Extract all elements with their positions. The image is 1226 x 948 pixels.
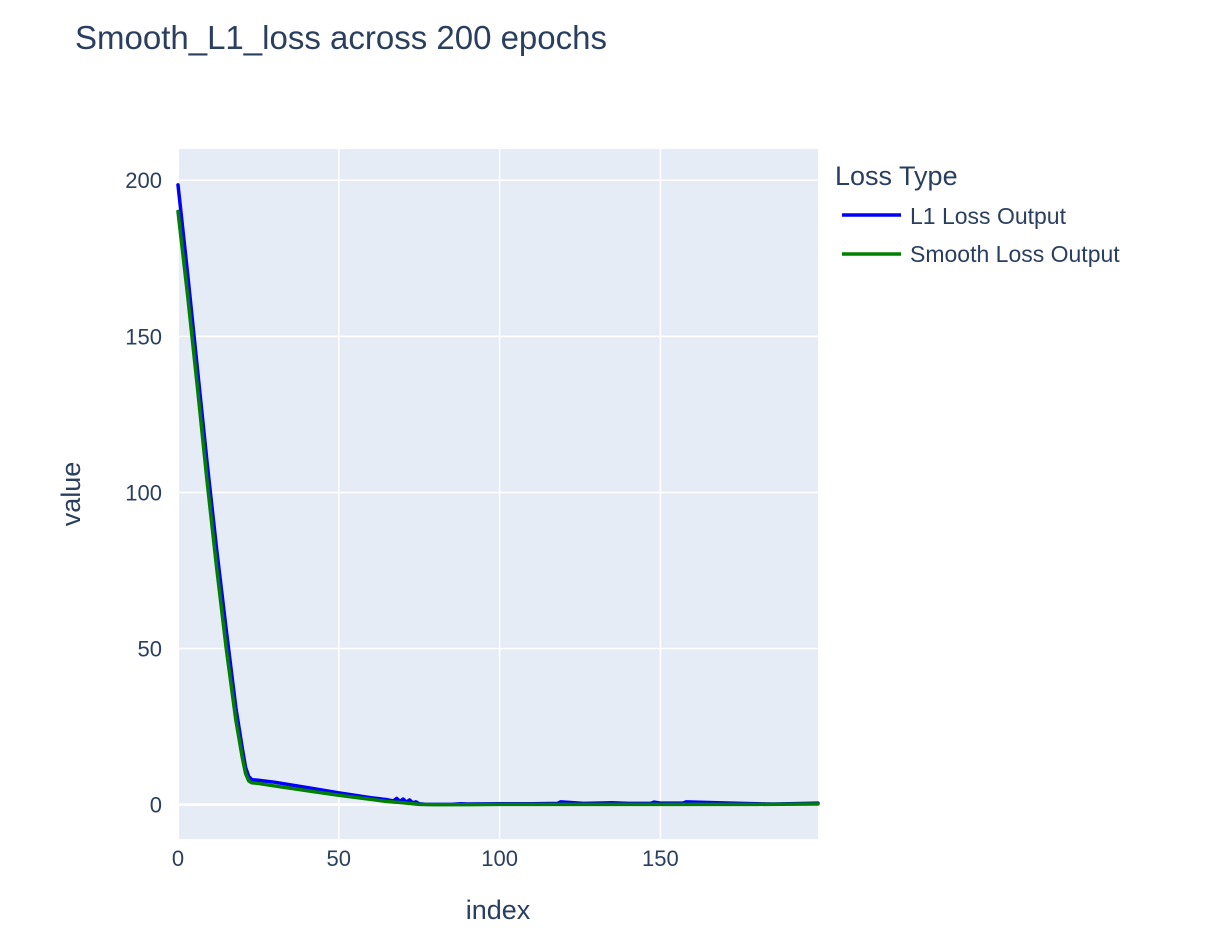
chart-title: Smooth_L1_loss across 200 epochs bbox=[75, 19, 607, 56]
series-line-smooth-loss[interactable] bbox=[176, 209, 820, 807]
legend: Loss Type L1 Loss Output Smooth Loss Out… bbox=[835, 161, 1120, 267]
legend-label-smooth-loss: Smooth Loss Output bbox=[910, 241, 1120, 267]
legend-label-l1-loss: L1 Loss Output bbox=[910, 203, 1067, 229]
y-tick-label: 200 bbox=[125, 168, 162, 193]
legend-item-smooth-loss[interactable]: Smooth Loss Output bbox=[842, 241, 1120, 267]
legend-item-l1-loss[interactable]: L1 Loss Output bbox=[842, 203, 1067, 229]
x-axis-label: index bbox=[466, 895, 531, 925]
legend-title: Loss Type bbox=[835, 161, 958, 191]
data-series bbox=[176, 183, 820, 807]
x-tick-label: 150 bbox=[642, 846, 679, 871]
y-axis-label: value bbox=[56, 462, 86, 527]
x-tick-label: 50 bbox=[327, 846, 351, 871]
tick-labels: 0 50 100 150 0 50 100 150 200 bbox=[125, 168, 678, 871]
y-tick-label: 100 bbox=[125, 480, 162, 505]
plot-area[interactable] bbox=[178, 149, 818, 839]
x-tick-label: 100 bbox=[481, 846, 518, 871]
y-tick-label: 150 bbox=[125, 324, 162, 349]
y-tick-label: 0 bbox=[150, 793, 162, 818]
x-tick-label: 0 bbox=[172, 846, 184, 871]
y-tick-label: 50 bbox=[138, 637, 162, 662]
